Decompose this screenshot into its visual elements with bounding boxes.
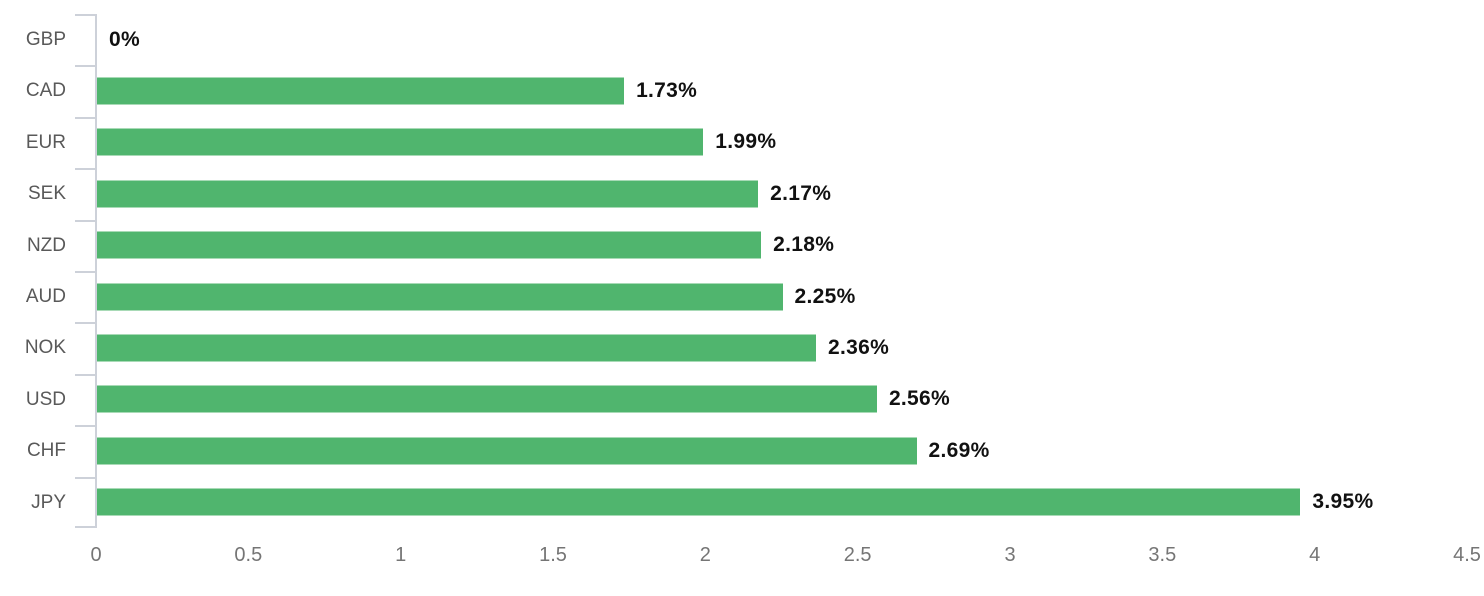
y-axis-tick bbox=[75, 14, 97, 16]
x-axis-labels: 0 0.5 1 1.5 2 2.5 3 3.5 4 4.5 bbox=[90, 541, 1480, 569]
category-label: GBP bbox=[25, 29, 66, 50]
x-tick-label: 0.5 bbox=[234, 544, 263, 566]
y-axis-tick bbox=[75, 526, 97, 528]
value-label: 2.25% bbox=[794, 284, 856, 308]
bar-row: 2.56% bbox=[97, 374, 1468, 425]
value-label: 2.18% bbox=[773, 233, 835, 257]
x-tick-label: 2.5 bbox=[843, 544, 872, 566]
bar bbox=[97, 437, 917, 465]
category-label: AUD bbox=[25, 286, 66, 307]
category-label: CAD bbox=[25, 80, 66, 102]
category-label: SEK bbox=[27, 183, 66, 205]
x-tick-label: 4 bbox=[1309, 544, 1321, 566]
x-tick-label: 3 bbox=[1004, 544, 1016, 566]
x-tick-label: 3.5 bbox=[1148, 544, 1177, 566]
bar bbox=[97, 488, 1301, 516]
y-axis-tick bbox=[75, 425, 97, 428]
category-label: NZD bbox=[26, 234, 66, 256]
x-tick-label: 1.5 bbox=[539, 544, 567, 566]
x-tick-label: 0 bbox=[90, 544, 102, 566]
category-label: NOK bbox=[24, 337, 66, 359]
category-label: EUR bbox=[25, 131, 66, 153]
value-label: 2.69% bbox=[928, 438, 990, 462]
x-tick-label: 4.5 bbox=[1453, 544, 1481, 566]
bar-row: 2.36% bbox=[97, 322, 1468, 373]
x-tick-label: 2 bbox=[699, 544, 711, 566]
bar-row: 2.69% bbox=[97, 425, 1468, 476]
category-label: USD bbox=[25, 388, 66, 410]
y-axis-tick bbox=[75, 219, 97, 222]
bar bbox=[97, 77, 625, 105]
value-label: 2.36% bbox=[828, 336, 890, 360]
y-axis-tick bbox=[75, 322, 97, 325]
value-label: 0% bbox=[109, 27, 140, 51]
value-label: 1.99% bbox=[715, 130, 777, 154]
category-label: JPY bbox=[31, 491, 66, 513]
y-axis-tick bbox=[75, 476, 97, 479]
bar bbox=[97, 231, 762, 259]
bar bbox=[97, 334, 816, 362]
bar-row: 1.99% bbox=[97, 117, 1468, 168]
bar-row: 0% bbox=[97, 14, 1468, 65]
y-axis-tick bbox=[75, 116, 97, 119]
x-tick-label: 1 bbox=[395, 544, 407, 566]
bar-row: 2.17% bbox=[97, 168, 1468, 219]
y-axis-tick bbox=[75, 65, 97, 68]
bar bbox=[97, 180, 759, 208]
bar-row: 1.73% bbox=[97, 65, 1468, 116]
bar bbox=[97, 283, 783, 311]
bar-row: 3.95% bbox=[97, 477, 1468, 528]
bar bbox=[97, 128, 704, 156]
value-label: 3.95% bbox=[1312, 490, 1374, 514]
bar-row: 2.25% bbox=[97, 271, 1468, 322]
y-axis-tick bbox=[75, 168, 97, 171]
y-axis-tick bbox=[75, 373, 97, 376]
value-label: 1.73% bbox=[636, 79, 698, 103]
category-label: CHF bbox=[26, 440, 66, 462]
value-label: 2.56% bbox=[888, 387, 950, 411]
y-axis-labels: GBP CAD EUR SEK NZD AUD NOK USD CHF JPY bbox=[0, 14, 66, 528]
plot-area: 0% 1.73% 1.99% 2.17% 2.18% 2.25% 2.36% 2.56% 2.6… bbox=[75, 14, 1468, 528]
bar bbox=[97, 385, 877, 413]
value-label: 2.17% bbox=[770, 181, 832, 205]
y-axis-tick bbox=[75, 271, 97, 273]
bar-row: 2.18% bbox=[97, 220, 1468, 271]
